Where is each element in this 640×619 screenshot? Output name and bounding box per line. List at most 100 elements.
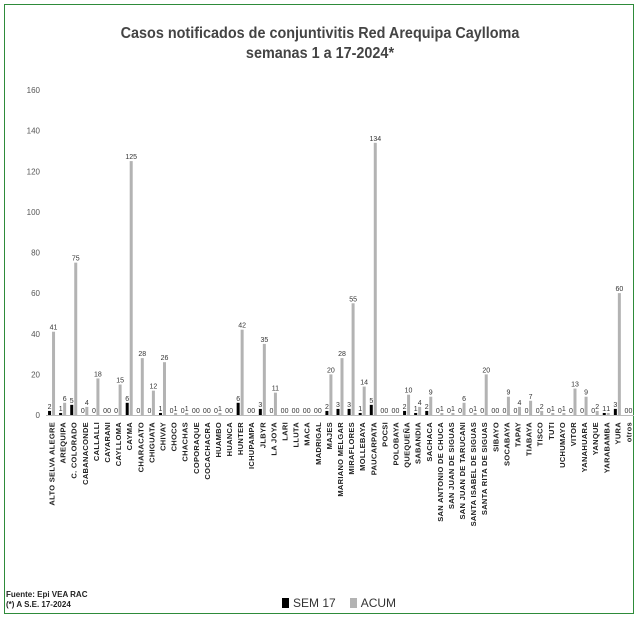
bar-sem17 bbox=[236, 402, 240, 415]
bar-acum bbox=[529, 400, 533, 415]
data-label-acum: 0 bbox=[296, 408, 300, 415]
data-label-sem17: 0 bbox=[591, 408, 595, 415]
data-label-sem17: 3 bbox=[613, 402, 617, 409]
data-label-acum: 42 bbox=[238, 323, 246, 330]
chart-title-line2: semanas 1 a 17-2024* bbox=[245, 45, 395, 62]
bar-acum bbox=[562, 412, 566, 415]
data-label-acum: 0 bbox=[318, 408, 322, 415]
data-label-acum: 10 bbox=[405, 388, 413, 395]
data-label-sem17: 0 bbox=[380, 408, 384, 415]
data-label-acum: 1 bbox=[440, 406, 444, 413]
data-label-sem17: 2 bbox=[325, 404, 329, 411]
bar-acum bbox=[440, 412, 444, 415]
data-label-acum: 20 bbox=[327, 367, 335, 374]
data-label-acum: 28 bbox=[138, 351, 146, 358]
x-tick-label: LARI bbox=[281, 422, 290, 441]
legend-label-sem17: SEM 17 bbox=[293, 596, 336, 610]
bar-sem17 bbox=[59, 412, 63, 415]
y-tick-label: 20 bbox=[31, 370, 40, 379]
data-label-sem17: 1 bbox=[414, 406, 418, 413]
source-note: Fuente: Epi VEA RAC (*) A S.E. 17-2024 bbox=[6, 590, 87, 610]
data-label-acum: 6 bbox=[63, 396, 67, 403]
x-tick-label: TIABAYA bbox=[525, 422, 534, 456]
data-label-sem17: 0 bbox=[203, 408, 207, 415]
bar-acum bbox=[429, 396, 433, 415]
x-tick-label: MOLLEBAYA bbox=[358, 422, 367, 471]
bar-acum bbox=[595, 410, 599, 415]
chart-title-line1: Casos notificados de conjuntivitis Red A… bbox=[120, 25, 520, 42]
data-label-sem17: 3 bbox=[258, 402, 262, 409]
x-tick-label: HUNTER bbox=[236, 422, 245, 455]
legend-swatch-sem17 bbox=[282, 598, 289, 608]
source-line-2: (*) A S.E. 17-2024 bbox=[6, 600, 71, 609]
bar-acum bbox=[418, 406, 422, 415]
data-label-acum: 0 bbox=[285, 408, 289, 415]
data-label-sem17: 0 bbox=[136, 408, 140, 415]
x-tick-label: POLOBAYA bbox=[391, 422, 400, 466]
bar-acum bbox=[451, 412, 455, 415]
bar-acum bbox=[240, 329, 244, 415]
data-label-acum: 60 bbox=[615, 286, 623, 293]
bar-acum bbox=[407, 394, 411, 415]
data-label-acum: 0 bbox=[251, 408, 255, 415]
data-label-sem17: 1 bbox=[59, 406, 63, 413]
x-tick-label: SACHACA bbox=[425, 422, 434, 462]
x-tick-label: CAYMA bbox=[125, 422, 134, 451]
data-label-sem17: 0 bbox=[114, 408, 118, 415]
data-label-sem17: 3 bbox=[347, 402, 351, 409]
data-label-sem17: 0 bbox=[436, 408, 440, 415]
bar-acum bbox=[174, 412, 178, 415]
x-tick-label: LLUTA bbox=[292, 422, 301, 448]
data-label-acum: 13 bbox=[571, 382, 579, 389]
data-label-acum: 26 bbox=[161, 355, 169, 362]
data-label-acum: 0 bbox=[207, 408, 211, 415]
x-tick-label: YANQUE bbox=[591, 422, 600, 455]
data-label-acum: 1 bbox=[551, 406, 555, 413]
bar-acum bbox=[551, 412, 555, 415]
y-tick-label: 100 bbox=[27, 208, 41, 217]
y-tick-label: 60 bbox=[31, 289, 40, 298]
y-tick-label: 160 bbox=[27, 86, 41, 95]
bar-sem17 bbox=[258, 408, 262, 415]
bar-sem17 bbox=[70, 404, 74, 415]
bar-acum bbox=[273, 392, 277, 415]
data-label-acum: 4 bbox=[85, 400, 89, 407]
x-tick-label: SAN ANTONIO DE CHUCA bbox=[436, 422, 445, 522]
data-label-sem17: 0 bbox=[458, 408, 462, 415]
data-label-sem17: 0 bbox=[558, 408, 562, 415]
x-tick-label: ICHUPAMPA bbox=[247, 422, 256, 469]
data-label-acum: 11 bbox=[272, 386, 279, 393]
data-label-acum: 0 bbox=[396, 408, 400, 415]
x-tick-label: SANTA ISABEL DE SIGUAS bbox=[469, 422, 478, 526]
data-label-sem17: 0 bbox=[81, 408, 85, 415]
bar-sem17 bbox=[369, 404, 373, 415]
bar-sem17 bbox=[158, 412, 162, 415]
x-tick-label: UCHUMAYO bbox=[558, 422, 567, 468]
data-label-acum: 6 bbox=[462, 396, 466, 403]
data-label-sem17: 2 bbox=[425, 404, 429, 411]
data-label-sem17: 0 bbox=[170, 408, 174, 415]
bar-sem17 bbox=[125, 402, 129, 415]
bar-acum bbox=[162, 362, 166, 415]
bar-acum bbox=[185, 412, 189, 415]
bar-acum bbox=[606, 412, 610, 415]
x-tick-label: YANAHUARA bbox=[580, 422, 589, 473]
x-tick-label: CHIGUATA bbox=[147, 422, 156, 463]
bar-acum bbox=[617, 293, 621, 415]
x-tick-label: COPORAQUE bbox=[192, 422, 201, 474]
data-label-sem17: 0 bbox=[281, 408, 285, 415]
x-tick-label: HUAMBO bbox=[214, 422, 223, 458]
data-label-acum: 15 bbox=[116, 378, 124, 385]
data-label-acum: 0 bbox=[495, 408, 499, 415]
y-tick-label: 40 bbox=[31, 330, 40, 339]
data-label-acum: 1 bbox=[218, 406, 222, 413]
data-label-sem17: 1 bbox=[159, 406, 163, 413]
x-tick-label: YARABAMBA bbox=[602, 422, 611, 473]
y-tick-label: 80 bbox=[31, 249, 40, 258]
data-label-sem17: 0 bbox=[292, 408, 296, 415]
data-label-acum: 134 bbox=[369, 136, 381, 143]
bar-acum bbox=[262, 343, 266, 415]
data-label-acum: 0 bbox=[628, 408, 632, 415]
